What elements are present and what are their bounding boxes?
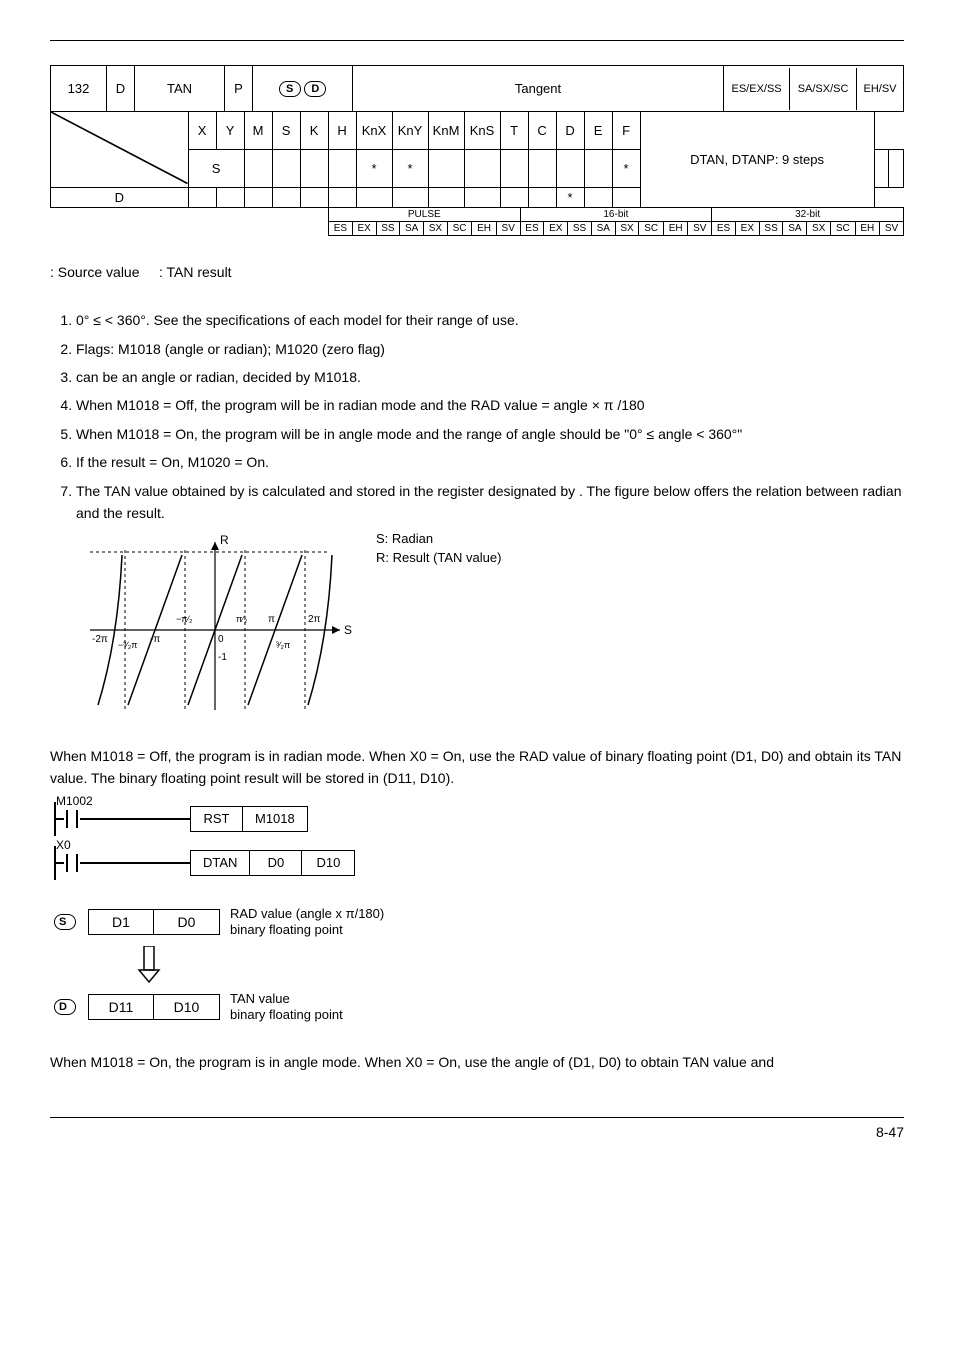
explanation-item: The TAN value obtained by is calculated … — [76, 480, 904, 525]
operands-description: : Source value : TAN result — [50, 262, 904, 284]
api-number: 132 — [51, 66, 107, 112]
explanation-item: When M1018 = On, the program will be in … — [76, 423, 904, 445]
svg-text:2π: 2π — [308, 614, 321, 625]
explanation-item: 0° ≤ < 360°. See the specifications of e… — [76, 309, 904, 331]
mnemonic: TAN — [135, 66, 225, 112]
page-number: 8-47 — [50, 1117, 904, 1140]
figure-caption-s: S: Radian — [376, 530, 501, 548]
explanation-item: can be an angle or radian, decided by M1… — [76, 366, 904, 388]
explanation-item: Flags: M1018 (angle or radian); M1020 (z… — [76, 338, 904, 360]
tan-curve-figure: R S -2π −³⁄₂π -π −π⁄₂ 0 π⁄₂ π ³⁄₂π 2π -1… — [80, 530, 904, 720]
svg-text:−³⁄₂π: −³⁄₂π — [118, 640, 137, 650]
data-flow-diagram: S D1 D0 RAD value (angle x π/180) binary… — [54, 906, 904, 1024]
dtan-instruction: DTAN D0 D10 — [190, 850, 355, 876]
d-oval-icon: D — [304, 81, 326, 97]
operands-cell: S D — [253, 66, 353, 112]
explanations-section: 0° ≤ < 360°. See the specifications of e… — [50, 309, 904, 524]
svg-text:-2π: -2π — [92, 634, 108, 645]
svg-text:R: R — [220, 533, 229, 547]
d-oval-icon: D — [54, 999, 76, 1015]
explanation-item: If the result = On, M1020 = On. — [76, 451, 904, 473]
p-flag: P — [225, 66, 253, 112]
svg-text:S: S — [344, 623, 352, 637]
d-flag: D — [107, 66, 135, 112]
arrow-down-icon — [134, 946, 164, 984]
device-table: X Y M S K H KnX KnY KnM KnS T C D E F DT… — [50, 111, 904, 208]
rst-instruction: RST M1018 — [190, 806, 308, 832]
svg-text:π: π — [268, 614, 275, 625]
diagonal-cell — [51, 112, 189, 188]
svg-text:-π: -π — [150, 634, 160, 645]
program-example-section: When M1018 = Off, the program is in radi… — [50, 746, 904, 1073]
ladder-diagram: M1002 RST M1018 X0 DTAN D0 D10 — [54, 794, 904, 880]
svg-text:-1: -1 — [218, 652, 227, 663]
program-para-2: When M1018 = On, the program is in angle… — [50, 1052, 904, 1074]
tan-curve-svg: R S -2π −³⁄₂π -π −π⁄₂ 0 π⁄₂ π ³⁄₂π 2π -1 — [80, 530, 360, 720]
pulse-table: PULSE 16-bit 32-bit ESEXSSSASXSCEHSV ESE… — [328, 207, 904, 236]
controllers-cell: ES/EX/SS SA/SX/SC EH/SV — [724, 66, 904, 112]
steps-cell: DTAN, DTANP: 9 steps — [640, 112, 874, 208]
svg-text:−π⁄₂: −π⁄₂ — [176, 614, 193, 624]
s-oval-icon: S — [279, 81, 301, 97]
svg-text:π⁄₂: π⁄₂ — [236, 614, 248, 624]
s-oval-icon: S — [54, 914, 76, 930]
figure-caption-r: R: Result (TAN value) — [376, 549, 501, 567]
function-name: Tangent — [353, 66, 724, 112]
svg-text:³⁄₂π: ³⁄₂π — [276, 640, 290, 650]
explanation-item: When M1018 = Off, the program will be in… — [76, 394, 904, 416]
instruction-header-table: 132 D TAN P S D Tangent ES/EX/SS SA/SX/S… — [50, 65, 904, 112]
svg-text:0: 0 — [218, 634, 224, 645]
